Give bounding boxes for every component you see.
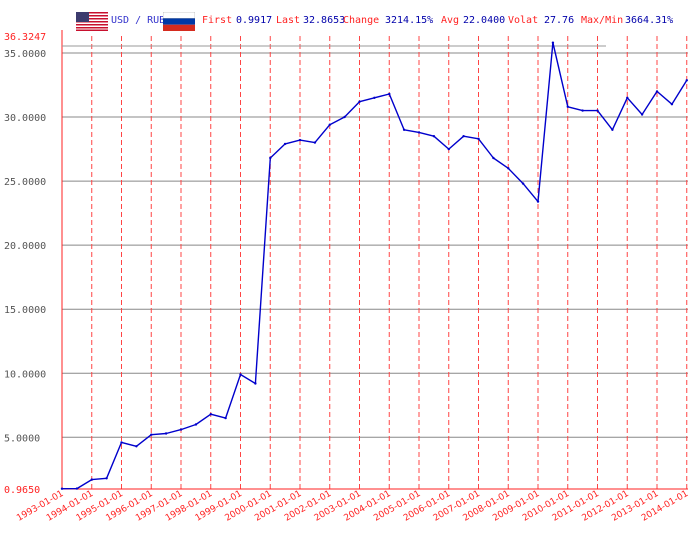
y-tick-label: 0.9650 — [4, 485, 40, 496]
stat-maxmin-label: Max/Min — [581, 15, 624, 26]
data-point — [105, 477, 108, 480]
data-point — [402, 128, 406, 131]
data-point — [551, 41, 555, 44]
y-tick-label: 10.0000 — [4, 369, 46, 380]
chart-axes — [61, 30, 688, 490]
y-tick-label: 15.0000 — [4, 305, 46, 316]
stat-last-value: 32.8653 — [303, 15, 346, 26]
x-axis-tick-labels: 1993-01-011994-01-011995-01-011996-01-01… — [15, 489, 690, 524]
data-point — [298, 138, 302, 142]
data-point — [135, 445, 138, 448]
data-point — [209, 413, 212, 416]
stat-maxmin-value: 3664.31% — [625, 15, 674, 26]
stat-volat-label: Volat — [508, 15, 539, 26]
y-tick-label: 25.0000 — [4, 177, 46, 188]
data-point — [313, 141, 317, 144]
data-point — [269, 156, 272, 160]
stat-volat-value: 27.76 — [544, 15, 575, 26]
stat-avg-value: 22.0400 — [463, 15, 506, 26]
data-point — [417, 131, 421, 134]
data-point — [655, 90, 659, 93]
data-point — [521, 182, 525, 185]
data-point — [343, 115, 346, 119]
data-point — [670, 103, 674, 106]
data-point — [581, 109, 584, 112]
data-point — [358, 100, 361, 103]
data-point — [283, 142, 287, 146]
series-line — [61, 42, 688, 490]
y-tick-label: 30.0000 — [4, 113, 46, 124]
data-point — [224, 416, 227, 420]
data-point — [60, 487, 64, 490]
y-tick-label: 35.0000 — [4, 49, 46, 60]
data-point — [432, 135, 436, 138]
horizontal-gridlines — [62, 52, 688, 438]
data-point — [596, 109, 599, 112]
us-flag-icon — [76, 12, 108, 31]
data-point — [640, 113, 644, 116]
data-point — [164, 432, 168, 435]
data-point — [685, 79, 688, 82]
stat-first-value: 0.9917 — [236, 15, 273, 26]
stat-first-label: First — [202, 15, 233, 26]
data-point — [254, 382, 257, 385]
stat-change-value: 3214.15% — [385, 15, 434, 26]
data-point — [492, 156, 495, 160]
stat-avg-label: Avg — [441, 15, 460, 26]
data-point — [75, 487, 79, 490]
stat-last-label: Last — [276, 15, 301, 26]
data-point — [447, 147, 450, 151]
currency-pair-label: USD / RUB — [111, 15, 166, 26]
stat-change-label: Change — [343, 15, 380, 26]
data-point — [477, 137, 480, 140]
data-point — [90, 478, 94, 481]
data-point — [566, 105, 569, 109]
data-point — [373, 96, 376, 100]
y-tick-label: 20.0000 — [4, 241, 46, 252]
data-point — [626, 96, 629, 100]
y-axis-tick-labels: 0.9650 5.0000 10.0000 15.0000 20.0000 25.0000… — [4, 32, 46, 496]
data-point — [328, 123, 331, 126]
data-point — [507, 167, 510, 170]
data-point — [150, 433, 153, 436]
ru-flag-icon — [162, 11, 196, 31]
data-point — [194, 423, 198, 426]
data-point — [462, 135, 465, 138]
vertical-gridlines — [91, 36, 688, 489]
data-point — [179, 428, 183, 431]
y-tick-label: 5.0000 — [4, 433, 40, 444]
data-point — [388, 92, 391, 96]
data-point — [536, 200, 540, 203]
data-point — [120, 441, 123, 444]
data-point — [611, 128, 614, 131]
series-layer — [60, 41, 688, 490]
y-tick-label: 36.3247 — [4, 32, 46, 43]
data-point — [239, 373, 242, 376]
